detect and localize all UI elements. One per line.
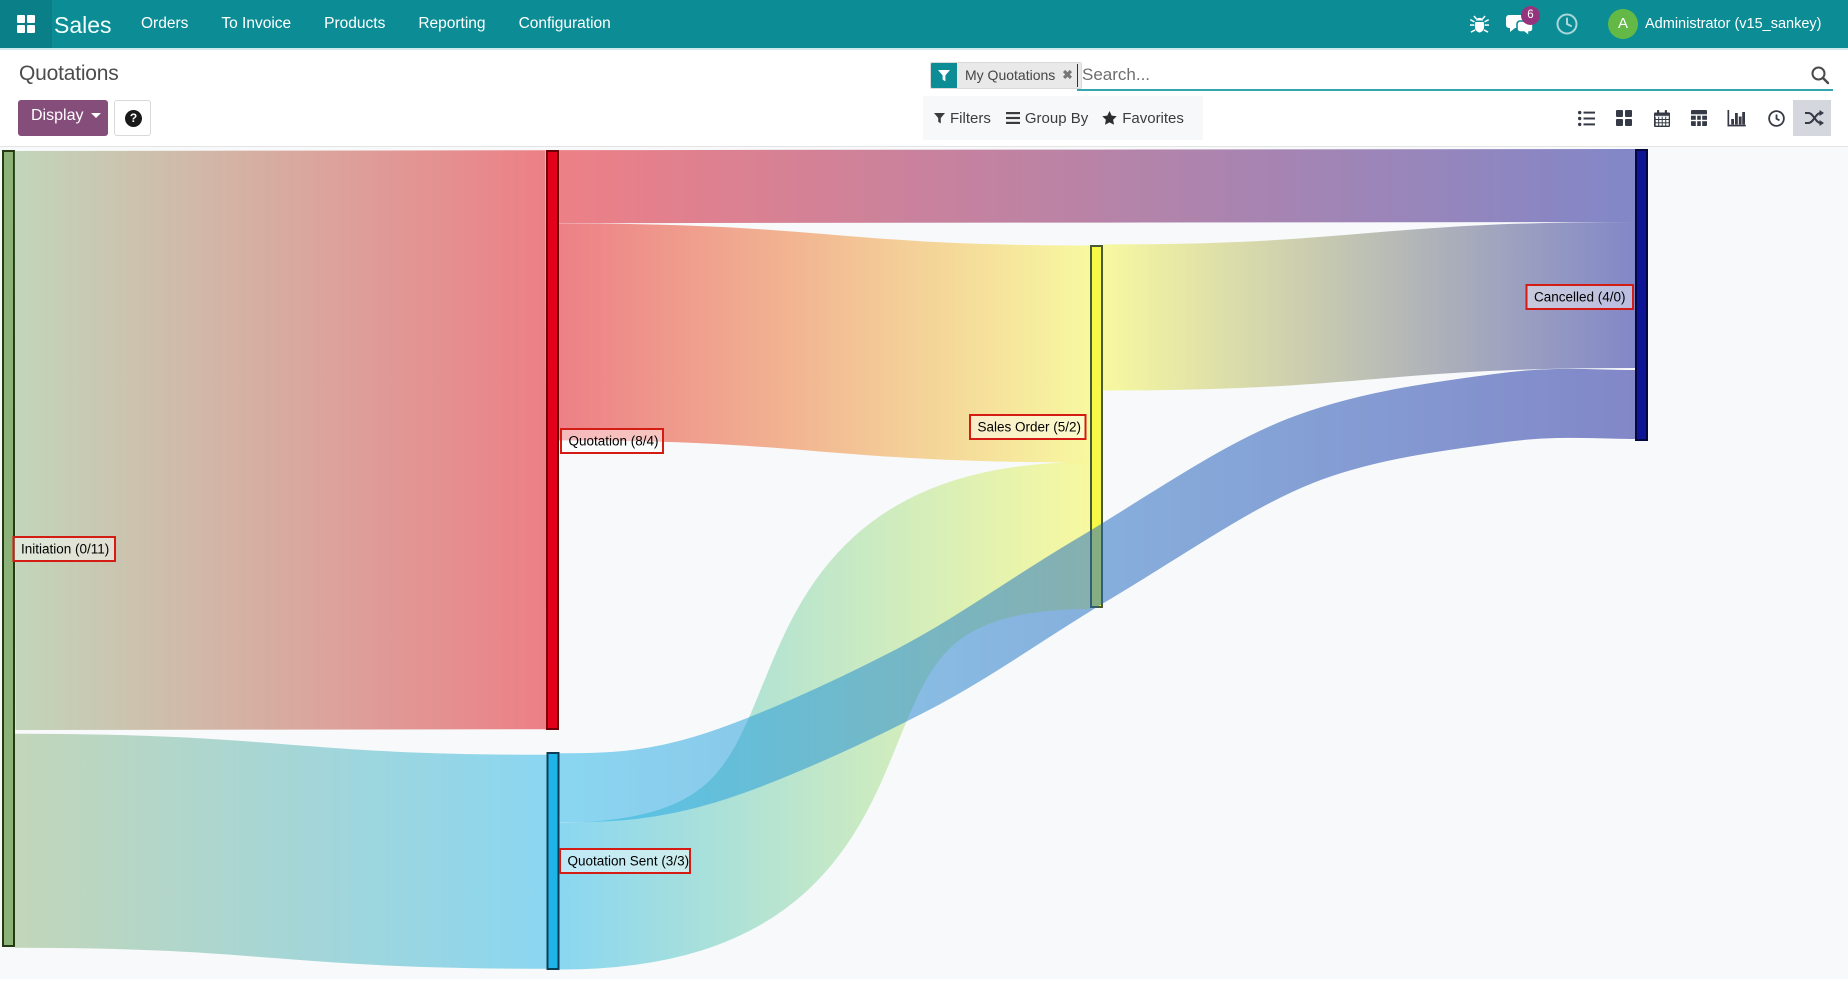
svg-text:Initiation (0/11): Initiation (0/11) (21, 542, 109, 557)
svg-text:Quotation (8/4): Quotation (8/4) (569, 434, 659, 449)
svg-text:Sales Order (5/2): Sales Order (5/2) (978, 420, 1082, 435)
svg-text:Cancelled (4/0): Cancelled (4/0) (1534, 290, 1626, 305)
svg-text:Quotation Sent (3/3): Quotation Sent (3/3) (568, 854, 690, 869)
